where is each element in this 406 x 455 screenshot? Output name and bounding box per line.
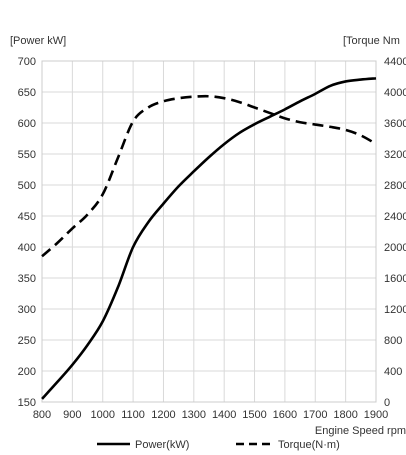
y-left-tick-label: 550 [18,149,36,161]
y-left-tick-label: 500 [18,180,36,192]
plot-frame [41,60,377,403]
y-left-tick-label: 250 [18,335,36,347]
x-tick-label: 900 [63,409,81,421]
y-left-tick-label: 700 [18,56,36,68]
x-tick-label: 1200 [151,409,175,421]
y-right-tick-label: 3600 [384,118,406,130]
y-right-tick-label: 1200 [384,304,406,316]
y-left-tick-label: 400 [18,242,36,254]
x-tick-label: 1400 [212,409,236,421]
x-tick-label: 1700 [303,409,327,421]
legend-item-torque-label: Torque(N·m) [278,439,340,451]
y-right-tick-label: 1600 [384,273,406,285]
series-layer [41,77,377,400]
y-left-tick-label: 150 [18,397,36,409]
y-axis-right-label: [Torque Nm [343,35,400,47]
y-right-tick-label: 2000 [384,242,406,254]
tick-labels: 800 900 1000 1100 1200 1300 1400 1500 1600 1700 18… [18,56,406,421]
x-tick-label: 1300 [182,409,206,421]
y-right-tick-label: 4400 [384,56,406,68]
x-tick-label: 1600 [273,409,297,421]
legend-item-power-label: Power(kW) [135,439,189,451]
x-tick-label: 1100 [121,409,145,421]
y-left-tick-label: 600 [18,118,36,130]
y-axis-left-label: [Power kW] [10,35,66,47]
y-right-tick-label: 4000 [384,87,406,99]
x-tick-label: 1900 [364,409,388,421]
power-series-line [41,77,377,400]
x-axis-label: Engine Speed rpm [315,425,406,437]
legend: Power(kW) Torque(N·m) [97,439,340,451]
x-tick-label: 1800 [333,409,357,421]
y-right-tick-label: 400 [384,366,402,378]
y-left-tick-label: 650 [18,87,36,99]
y-left-tick-label: 450 [18,211,36,223]
y-left-tick-label: 300 [18,304,36,316]
y-right-tick-label: 800 [384,335,402,347]
x-tick-label: 800 [33,409,51,421]
y-right-tick-label: 0 [384,397,390,409]
y-left-tick-label: 350 [18,273,36,285]
x-tick-label: 1000 [90,409,114,421]
torque-series-line [41,94,377,258]
y-right-tick-label: 2400 [384,211,406,223]
gridlines [41,60,377,403]
x-tick-label: 1500 [242,409,266,421]
y-right-tick-label: 2800 [384,180,406,192]
y-right-tick-label: 3200 [384,149,406,161]
y-left-tick-label: 200 [18,366,36,378]
